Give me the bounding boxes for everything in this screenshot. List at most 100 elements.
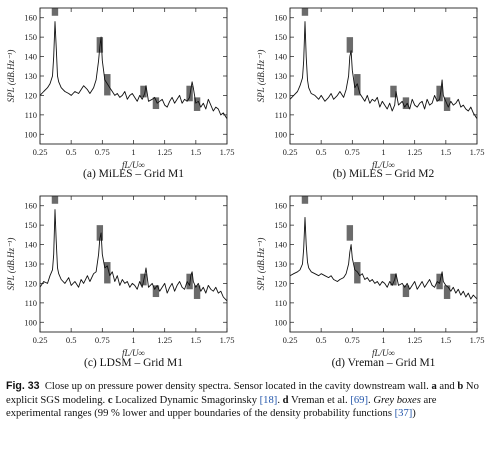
y-tick-label: 120 — [24, 278, 37, 288]
x-tick-label: 1 — [131, 335, 135, 345]
caption-ref-c[interactable]: [18] — [259, 394, 278, 406]
experimental-range-box — [402, 285, 410, 298]
y-tick-label: 130 — [24, 259, 37, 269]
experimental-range-box — [354, 262, 361, 284]
caption-part-b: No explicit SGS modeling. — [6, 381, 479, 406]
y-tick-label: 130 — [24, 71, 37, 81]
x-tick-label: 1.25 — [407, 147, 422, 157]
experimental-ranges — [301, 8, 451, 111]
x-tick-label: 1.25 — [157, 335, 172, 345]
y-axis-label: SPL (dB.Hz⁻¹) — [6, 238, 16, 291]
experimental-range-box — [186, 85, 193, 102]
figure-panels: 100 110 120 130 140 150 160 0.25 0.5 0.75 1 1.25 1.5… — [6, 7, 485, 369]
x-tick-label: 1.5 — [191, 335, 202, 345]
caption-close: ) — [412, 408, 416, 420]
experimental-range-box — [301, 196, 309, 204]
x-axis-label: fL/U∞ — [122, 348, 145, 358]
y-tick-label: 130 — [274, 259, 287, 269]
x-tick-label: 1.25 — [157, 147, 172, 157]
caption-mark-a: a — [431, 381, 437, 392]
caption-part-c: Localized Dynamic Smagorinsky — [115, 394, 257, 406]
x-tick-label: 0.25 — [33, 335, 48, 345]
spectrum-line — [290, 21, 477, 119]
experimental-range-box — [104, 262, 111, 284]
x-tick-label: 0.25 — [283, 147, 298, 157]
experimental-range-box — [346, 37, 354, 53]
x-tick-label: 1 — [381, 335, 385, 345]
x-tick-label: 0.25 — [33, 147, 48, 157]
experimental-range-box — [104, 74, 111, 96]
y-tick-label: 110 — [25, 298, 37, 308]
experimental-range-box — [193, 285, 201, 299]
plot-frame — [39, 195, 228, 333]
experimental-range-box — [51, 196, 59, 204]
experimental-range-box — [436, 85, 443, 102]
y-tick-label: 160 — [24, 201, 37, 211]
y-tick-label: 100 — [24, 317, 37, 327]
x-tick-label: 1 — [381, 147, 385, 157]
caption-ref-end[interactable]: [37] — [394, 408, 413, 420]
y-axis-label: SPL (dB.Hz⁻¹) — [256, 50, 266, 103]
experimental-range-box — [186, 273, 193, 290]
x-tick-label: 1.25 — [407, 335, 422, 345]
y-tick-label: 120 — [274, 278, 287, 288]
caption-ref-d[interactable]: [69] — [350, 394, 369, 406]
caption-mark-b: b — [457, 381, 464, 392]
y-tick-label: 140 — [274, 52, 287, 62]
experimental-range-box — [402, 97, 410, 110]
y-tick-label: 160 — [274, 201, 287, 211]
y-axis-label: SPL (dB.Hz⁻¹) — [256, 238, 266, 291]
y-tick-label: 100 — [274, 129, 287, 139]
x-tick-label: 1.75 — [220, 335, 235, 345]
experimental-range-box — [443, 285, 451, 299]
panel-caption: (d) Vreman – Grid M1 — [332, 357, 436, 369]
experimental-range-box — [140, 85, 147, 98]
x-tick-label: 1.5 — [191, 147, 202, 157]
caption-part-d: Vreman et al. — [290, 394, 348, 406]
y-tick-label: 110 — [25, 110, 37, 120]
experimental-ranges — [301, 196, 451, 299]
x-tick-label: 0.75 — [345, 335, 360, 345]
panel-caption: (b) MiLES – Grid M2 — [333, 168, 435, 180]
experimental-range-box — [301, 8, 309, 16]
caption-mark-c: c — [107, 394, 113, 406]
experimental-range-box — [346, 225, 354, 241]
x-tick-label: 0.25 — [283, 335, 298, 345]
x-tick-label: 1.5 — [441, 335, 452, 345]
y-tick-label: 120 — [274, 90, 287, 100]
x-tick-label: 0.75 — [95, 335, 110, 345]
panel-caption: (c) LDSM – Grid M1 — [84, 357, 183, 369]
chart-panel-c: 100 110 120 130 140 150 160 0.25 0.5 0.75 1 1.25 1.5… — [6, 195, 235, 369]
chart-panel-a: 100 110 120 130 140 150 160 0.25 0.5 0.75 1 1.25 1.5… — [6, 7, 235, 180]
x-tick-label: 1.75 — [470, 335, 485, 345]
plot-frame — [289, 195, 478, 333]
y-tick-label: 100 — [274, 317, 287, 327]
experimental-range-box — [390, 85, 397, 98]
experimental-range-box — [152, 285, 160, 298]
spectrum-line — [290, 216, 477, 300]
experimental-range-box — [51, 8, 59, 16]
x-tick-label: 0.75 — [95, 147, 110, 157]
y-tick-label: 140 — [24, 240, 37, 250]
y-tick-label: 140 — [274, 240, 287, 250]
plot-frame — [39, 7, 228, 145]
experimental-range-box — [193, 97, 201, 111]
caption-rest: are experimental ranges (99 % lower and … — [6, 394, 437, 420]
x-tick-label: 1.5 — [441, 147, 452, 157]
chart-panel-d: 100 110 120 130 140 150 160 0.25 0.5 0.75 1 1.25 1.5… — [256, 195, 485, 369]
figure-caption: Fig. 33 Close up on pressure power densi… — [6, 380, 479, 420]
y-tick-label: 150 — [274, 32, 287, 42]
plot-frame — [289, 7, 478, 145]
x-tick-label: 0.5 — [66, 147, 77, 157]
caption-mark-d: d — [282, 394, 289, 406]
y-tick-label: 150 — [274, 220, 287, 230]
caption-and: and — [439, 381, 455, 392]
y-tick-label: 100 — [24, 129, 37, 139]
x-axis-label: fL/U∞ — [372, 348, 395, 358]
y-tick-label: 140 — [24, 52, 37, 62]
spectrum-line — [40, 21, 227, 119]
x-tick-label: 0.5 — [316, 335, 327, 345]
x-tick-label: 1.75 — [220, 147, 235, 157]
y-tick-label: 110 — [275, 110, 287, 120]
chart-panel-b: 100 110 120 130 140 150 160 0.25 0.5 0.75 1 1.25 1.5… — [256, 7, 484, 180]
